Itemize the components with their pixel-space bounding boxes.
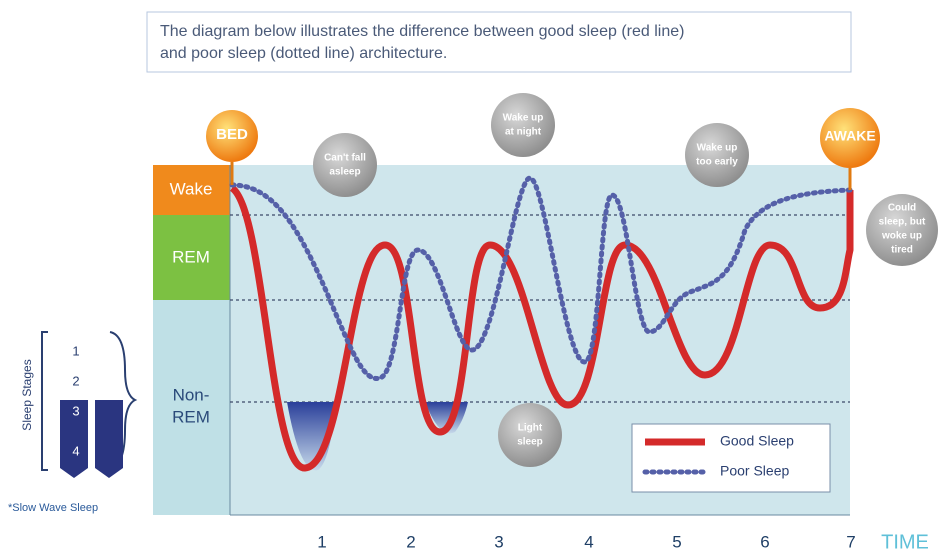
callout — [313, 133, 377, 197]
time-tick-label: 5 — [672, 532, 681, 551]
time-tick-label: 2 — [406, 532, 415, 551]
time-tick-label: 7 — [846, 532, 855, 551]
callout-text: asleep — [329, 167, 360, 178]
callout — [685, 123, 749, 187]
callout-text: Light — [518, 423, 543, 434]
callout-text: too early — [696, 157, 738, 168]
legend-label: Poor Sleep — [720, 463, 789, 479]
callout-text: Wake up — [503, 113, 544, 124]
caption-line: and poor sleep (dotted line) architectur… — [160, 45, 447, 62]
callout-text: Can't fall — [324, 153, 366, 164]
callout-text: at night — [505, 127, 542, 138]
callout-text: woke up — [881, 231, 922, 242]
time-axis-title: TIME — [881, 531, 929, 553]
time-tick-label: 1 — [317, 532, 326, 551]
marker-label: AWAKE — [824, 128, 875, 144]
callout-text: Wake up — [697, 143, 738, 154]
slow-wave-note: *Slow Wave Sleep — [8, 502, 98, 514]
caption-box — [147, 12, 851, 72]
stage-label: REM — [172, 407, 210, 426]
legend-label: Good Sleep — [720, 433, 794, 449]
sleep-stages-title: Sleep Stages — [20, 359, 34, 430]
stage-level: 2 — [72, 373, 79, 388]
callout-text: sleep — [517, 437, 543, 448]
caption-line: The diagram below illustrates the differ… — [160, 23, 684, 40]
time-tick-label: 6 — [760, 532, 769, 551]
stage-label: Non- — [173, 385, 210, 404]
callout-text: sleep, but — [879, 217, 926, 228]
bracket — [42, 332, 48, 470]
time-tick-label: 3 — [494, 532, 503, 551]
slow-wave-bar — [95, 400, 123, 478]
time-tick-label: 4 — [584, 532, 593, 551]
stage-level: 3 — [72, 403, 79, 418]
callout-text: Could — [888, 203, 916, 214]
sleep-diagram: The diagram below illustrates the differ… — [0, 0, 941, 556]
stage-label: REM — [172, 247, 210, 266]
time-ticks: 1 2 3 4 5 6 7 — [317, 532, 855, 551]
callout — [498, 403, 562, 467]
stage-label: Wake — [170, 179, 213, 198]
callout-text: tired — [891, 245, 913, 256]
stage-level: 4 — [72, 443, 79, 458]
stage-level: 1 — [72, 343, 79, 358]
callout — [491, 93, 555, 157]
marker-label: BED — [216, 126, 248, 143]
